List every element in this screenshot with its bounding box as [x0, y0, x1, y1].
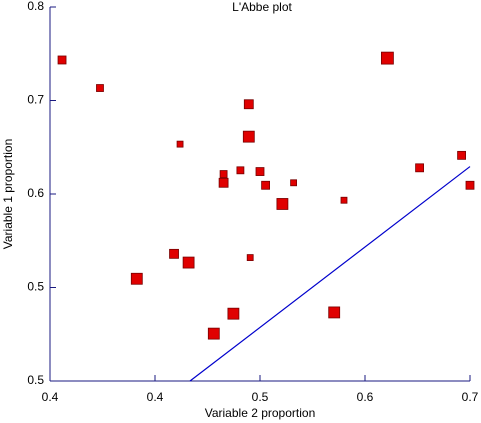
point — [255, 167, 265, 176]
point — [242, 130, 255, 143]
point — [96, 84, 104, 92]
y-tick-label: 0.5 — [27, 373, 44, 387]
point — [227, 307, 240, 320]
point — [243, 99, 254, 110]
y-tick-label: 0.5 — [27, 280, 44, 294]
point — [176, 140, 184, 148]
point — [276, 198, 289, 210]
point — [261, 180, 271, 190]
y-tick-label: 0.7 — [27, 93, 44, 107]
point — [290, 179, 298, 187]
y-axis-label: Variable 1 proportion — [1, 139, 15, 250]
point — [130, 272, 143, 285]
x-tick-label: 0.6 — [357, 390, 374, 404]
y-tick-label: 0.6 — [27, 186, 44, 200]
fit-line — [189, 166, 471, 382]
x-axis-label: Variable 2 proportion — [205, 406, 316, 420]
point — [182, 256, 195, 269]
y-tick-label: 0.8 — [27, 0, 44, 13]
point — [457, 150, 467, 160]
point — [328, 306, 341, 319]
x-tick-label: 0.4 — [147, 390, 164, 404]
point — [236, 166, 245, 175]
point — [340, 196, 348, 204]
point — [207, 327, 220, 340]
point — [169, 248, 179, 259]
x-tick-label: 0.7 — [462, 390, 479, 404]
point — [219, 170, 228, 178]
point — [218, 177, 229, 188]
chart-title: L'Abbe plot — [232, 0, 292, 14]
point — [380, 51, 394, 65]
point — [57, 55, 67, 65]
x-tick-label: 0.4 — [42, 390, 59, 404]
point — [415, 163, 425, 173]
point — [465, 180, 475, 190]
point — [246, 254, 254, 261]
x-tick-label: 0.5 — [252, 390, 269, 404]
